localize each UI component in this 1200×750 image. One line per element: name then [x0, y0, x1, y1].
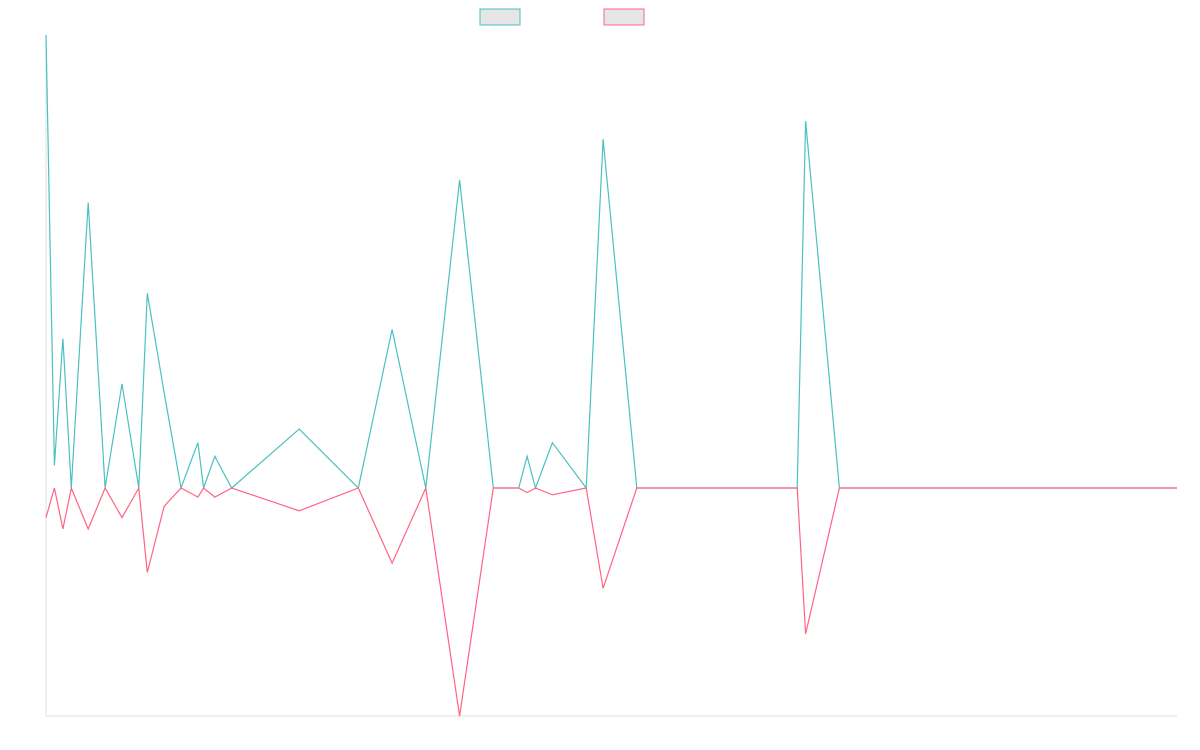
legend-swatch-2[interactable] [603, 8, 645, 26]
series-line-2 [45, 485, 1177, 717]
legend-swatch-1[interactable] [479, 8, 521, 26]
series-layer [45, 34, 1177, 717]
series-line-1 [45, 34, 1177, 491]
legend [479, 8, 645, 26]
axes [45, 35, 1177, 717]
